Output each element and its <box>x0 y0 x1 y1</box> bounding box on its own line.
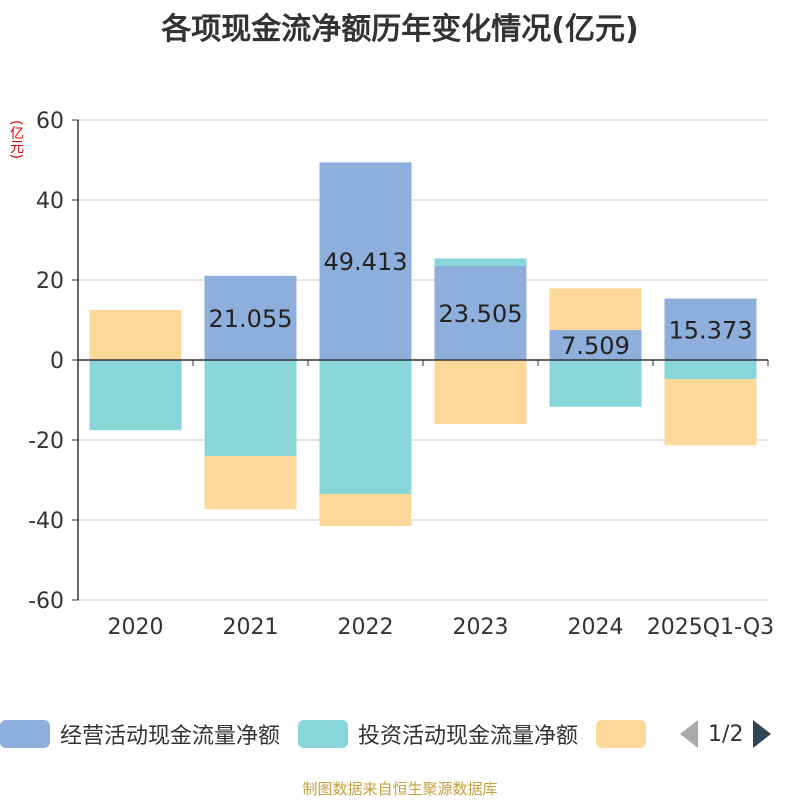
bar-2023-series-1[interactable] <box>434 258 527 266</box>
legend-label-investing: 投资活动现金流量净额 <box>358 724 579 749</box>
y-tick-label: 20 <box>36 269 64 294</box>
bar-2021-series-2[interactable] <box>204 456 297 510</box>
bar-chart: 60 40 20 0 -20 -40 -60 2020 21.055 2021 49.413 2022… <box>28 109 774 640</box>
bar-2020-series-1[interactable] <box>89 360 182 431</box>
x-tick-label-2022: 2022 <box>338 615 394 640</box>
data-label-2025Q1-Q3: 15.373 <box>669 316 753 344</box>
x-tick-label-2021: 2021 <box>223 615 279 640</box>
legend-pager: 1/2 <box>680 720 772 748</box>
data-source-note: 制图数据来自恒生聚源数据库 <box>302 780 498 798</box>
chart-title: 各项现金流净额历年变化情况(亿元) <box>161 12 639 47</box>
x-tick-label-2023: 2023 <box>453 615 509 640</box>
bar-2023-series-0[interactable] <box>434 265 527 360</box>
y-axis-unit-label: (亿元) <box>8 120 24 159</box>
y-tick-label: 0 <box>50 349 64 374</box>
data-label-2022: 49.413 <box>324 248 408 276</box>
data-label-2024: 7.509 <box>561 332 630 360</box>
bar-2022-series-0[interactable] <box>319 162 412 360</box>
x-tick-label-2020: 2020 <box>108 615 164 640</box>
bar-2020-series-2[interactable] <box>89 310 182 360</box>
legend: 经营活动现金流量净额 投资活动现金流量净额 1/2 <box>0 716 800 752</box>
legend-swatch-financing <box>596 720 647 748</box>
bar-2023-series-2[interactable] <box>434 360 527 424</box>
x-tick-label-2024: 2024 <box>568 615 624 640</box>
bar-2025Q1-Q3-series-2[interactable] <box>664 379 757 446</box>
bar-2025Q1-Q3-series-0[interactable] <box>664 298 757 360</box>
y-tick-label: 40 <box>36 189 64 214</box>
legend-item-financing[interactable] <box>596 720 656 748</box>
bar-2022-series-1[interactable] <box>319 360 412 494</box>
legend-label-operating: 经营活动现金流量净额 <box>60 724 281 749</box>
data-label-2023: 23.505 <box>439 300 523 328</box>
legend-swatch-operating <box>0 720 50 748</box>
y-tick-label: -20 <box>28 429 64 454</box>
bar-2021-series-1[interactable] <box>204 360 297 456</box>
x-tick-label-2025Q1-Q3: 2025Q1-Q3 <box>647 615 774 640</box>
y-tick-label: -60 <box>28 589 64 614</box>
legend-prev-page-icon[interactable] <box>680 720 699 748</box>
y-tick-label: -40 <box>28 509 64 534</box>
bar-2024-series-0[interactable] <box>549 329 642 360</box>
bar-2021-series-0[interactable] <box>204 275 297 360</box>
data-label-2021: 21.055 <box>209 305 293 333</box>
legend-swatch-investing <box>298 720 349 748</box>
legend-item-investing[interactable]: 投资活动现金流量净额 <box>298 718 578 750</box>
bar-2024-series-2[interactable] <box>549 288 642 330</box>
legend-next-page-icon[interactable] <box>753 720 772 748</box>
bar-2024-series-1[interactable] <box>549 360 642 407</box>
bar-2025Q1-Q3-series-1[interactable] <box>664 360 757 380</box>
legend-item-operating[interactable]: 经营活动现金流量净额 <box>0 718 280 750</box>
bar-2022-series-2[interactable] <box>319 494 412 526</box>
legend-page-indicator: 1/2 <box>708 721 744 747</box>
y-tick-label: 60 <box>36 109 64 134</box>
